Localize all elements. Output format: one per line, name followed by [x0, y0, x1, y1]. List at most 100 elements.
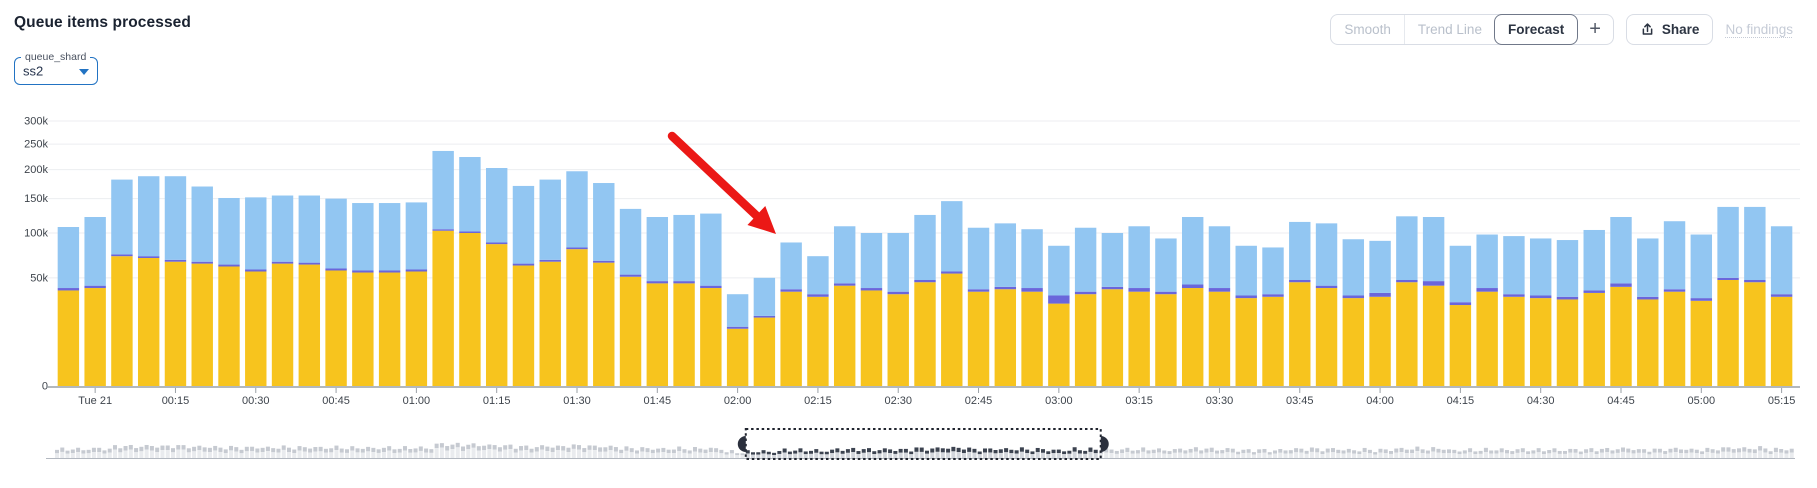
- smooth-button[interactable]: Smooth: [1331, 15, 1404, 44]
- bar-01:20[interactable]: [512, 185, 535, 386]
- bar-02:30[interactable]: [887, 233, 909, 386]
- bar-04:35[interactable]: [1556, 240, 1579, 386]
- bar-05:00[interactable]: [1690, 234, 1713, 386]
- chart-controls: Smooth Trend Line Forecast + Share No fi…: [1330, 14, 1793, 45]
- bar-03:20[interactable]: [1155, 238, 1177, 386]
- add-overlay-button[interactable]: +: [1577, 15, 1613, 44]
- bar-00:50[interactable]: [352, 203, 374, 386]
- bar-04:30[interactable]: [1529, 238, 1552, 386]
- x-tick-label: 02:00: [724, 395, 752, 407]
- bar-02:50[interactable]: [994, 223, 1017, 386]
- y-tick-label: 150k: [24, 193, 48, 205]
- x-tick-label: 04:00: [1366, 395, 1394, 407]
- no-findings-label[interactable]: No findings: [1725, 22, 1793, 37]
- bar-02:10[interactable]: [780, 242, 802, 386]
- bar-03:40[interactable]: [1262, 247, 1284, 386]
- bar-01:05[interactable]: [432, 150, 454, 386]
- bar-04:55[interactable]: [1663, 221, 1686, 386]
- minimap-selection[interactable]: [737, 428, 1109, 460]
- bar-01:30[interactable]: [566, 171, 588, 386]
- x-tick-label: 02:45: [965, 395, 993, 407]
- x-tick-label: 05:00: [1688, 395, 1716, 407]
- bar-04:00[interactable]: [1369, 240, 1391, 386]
- x-tick-label: 04:45: [1607, 395, 1635, 407]
- bar-00:05[interactable]: [111, 179, 133, 386]
- bar-00:00[interactable]: [84, 217, 106, 386]
- annotation-arrow: [667, 131, 776, 234]
- trend-line-button[interactable]: Trend Line: [1403, 15, 1495, 44]
- selection-right-handle[interactable]: [1100, 436, 1109, 452]
- bar-00:30[interactable]: [245, 197, 267, 386]
- bar-05:15[interactable]: [1770, 226, 1793, 386]
- bar-01:35[interactable]: [593, 183, 615, 386]
- x-tick-label: 02:15: [804, 395, 832, 407]
- y-tick-label: 50k: [30, 272, 48, 284]
- x-tick-label: 00:45: [322, 395, 350, 407]
- bar-23:55[interactable]: [57, 227, 80, 386]
- bar-03:45[interactable]: [1289, 221, 1311, 386]
- bar-01:45[interactable]: [646, 217, 669, 386]
- bar-03:55[interactable]: [1342, 239, 1365, 386]
- queue-shard-select-label: queue_shard: [21, 50, 91, 64]
- bar-01:00[interactable]: [405, 202, 428, 386]
- bar-00:20[interactable]: [191, 186, 213, 386]
- bar-00:15[interactable]: [164, 176, 187, 386]
- x-tick-label: 05:15: [1768, 395, 1796, 407]
- x-tick-label: 01:15: [483, 395, 511, 407]
- bar-01:25[interactable]: [539, 179, 561, 386]
- bar-00:25[interactable]: [218, 197, 240, 386]
- bar-03:30[interactable]: [1208, 226, 1231, 386]
- bar-04:15[interactable]: [1449, 245, 1472, 386]
- bar-04:20[interactable]: [1476, 234, 1498, 386]
- chevron-down-icon: [79, 69, 89, 75]
- share-button[interactable]: Share: [1625, 14, 1714, 45]
- bar-02:35[interactable]: [914, 214, 936, 386]
- bar-03:00[interactable]: [1048, 245, 1070, 386]
- bar-04:05[interactable]: [1396, 216, 1418, 386]
- x-tick-label: 01:00: [403, 395, 431, 407]
- share-button-label: Share: [1661, 22, 1700, 37]
- bar-00:55[interactable]: [378, 203, 401, 386]
- bar-04:10[interactable]: [1422, 217, 1445, 386]
- bar-02:00[interactable]: [726, 294, 749, 386]
- bar-01:50[interactable]: [673, 214, 695, 386]
- bar-01:40[interactable]: [619, 208, 642, 386]
- bar-03:05[interactable]: [1074, 227, 1097, 386]
- bar-04:25[interactable]: [1503, 236, 1525, 386]
- bar-01:10[interactable]: [459, 157, 481, 386]
- bar-02:25[interactable]: [860, 233, 883, 386]
- chart-mode-group: Smooth Trend Line Forecast +: [1330, 14, 1614, 45]
- bar-02:05[interactable]: [753, 277, 776, 386]
- bar-04:40[interactable]: [1583, 229, 1605, 386]
- bar-01:15[interactable]: [485, 168, 508, 386]
- bar-05:10[interactable]: [1744, 206, 1766, 386]
- forecast-button[interactable]: Forecast: [1493, 14, 1579, 45]
- bar-04:50[interactable]: [1637, 238, 1659, 386]
- bar-03:50[interactable]: [1315, 223, 1338, 386]
- bar-02:40[interactable]: [941, 201, 963, 386]
- bar-00:40[interactable]: [298, 195, 321, 386]
- bar-03:25[interactable]: [1181, 217, 1204, 386]
- bar-03:35[interactable]: [1235, 245, 1257, 386]
- selection-left-handle[interactable]: [737, 436, 746, 452]
- bar-02:15[interactable]: [807, 256, 829, 386]
- x-tick-label: 03:30: [1206, 395, 1234, 407]
- bar-00:45[interactable]: [325, 198, 347, 386]
- x-tick-label: 04:30: [1527, 395, 1555, 407]
- bar-02:45[interactable]: [967, 227, 990, 386]
- queue-shard-select[interactable]: queue_shard ss2: [14, 50, 98, 85]
- bar-01:55[interactable]: [700, 213, 722, 386]
- bar-02:55[interactable]: [1021, 229, 1043, 386]
- bar-02:20[interactable]: [833, 226, 856, 386]
- bar-00:35[interactable]: [271, 195, 294, 386]
- bar-03:10[interactable]: [1101, 233, 1124, 386]
- bar-03:15[interactable]: [1128, 226, 1150, 386]
- x-tick-label: 04:15: [1447, 395, 1475, 407]
- y-tick-label: 300k: [24, 116, 48, 128]
- bar-00:10[interactable]: [137, 176, 160, 386]
- bar-05:05[interactable]: [1717, 206, 1739, 386]
- timeline-minimap[interactable]: [46, 442, 1795, 459]
- bar-04:45[interactable]: [1610, 217, 1632, 386]
